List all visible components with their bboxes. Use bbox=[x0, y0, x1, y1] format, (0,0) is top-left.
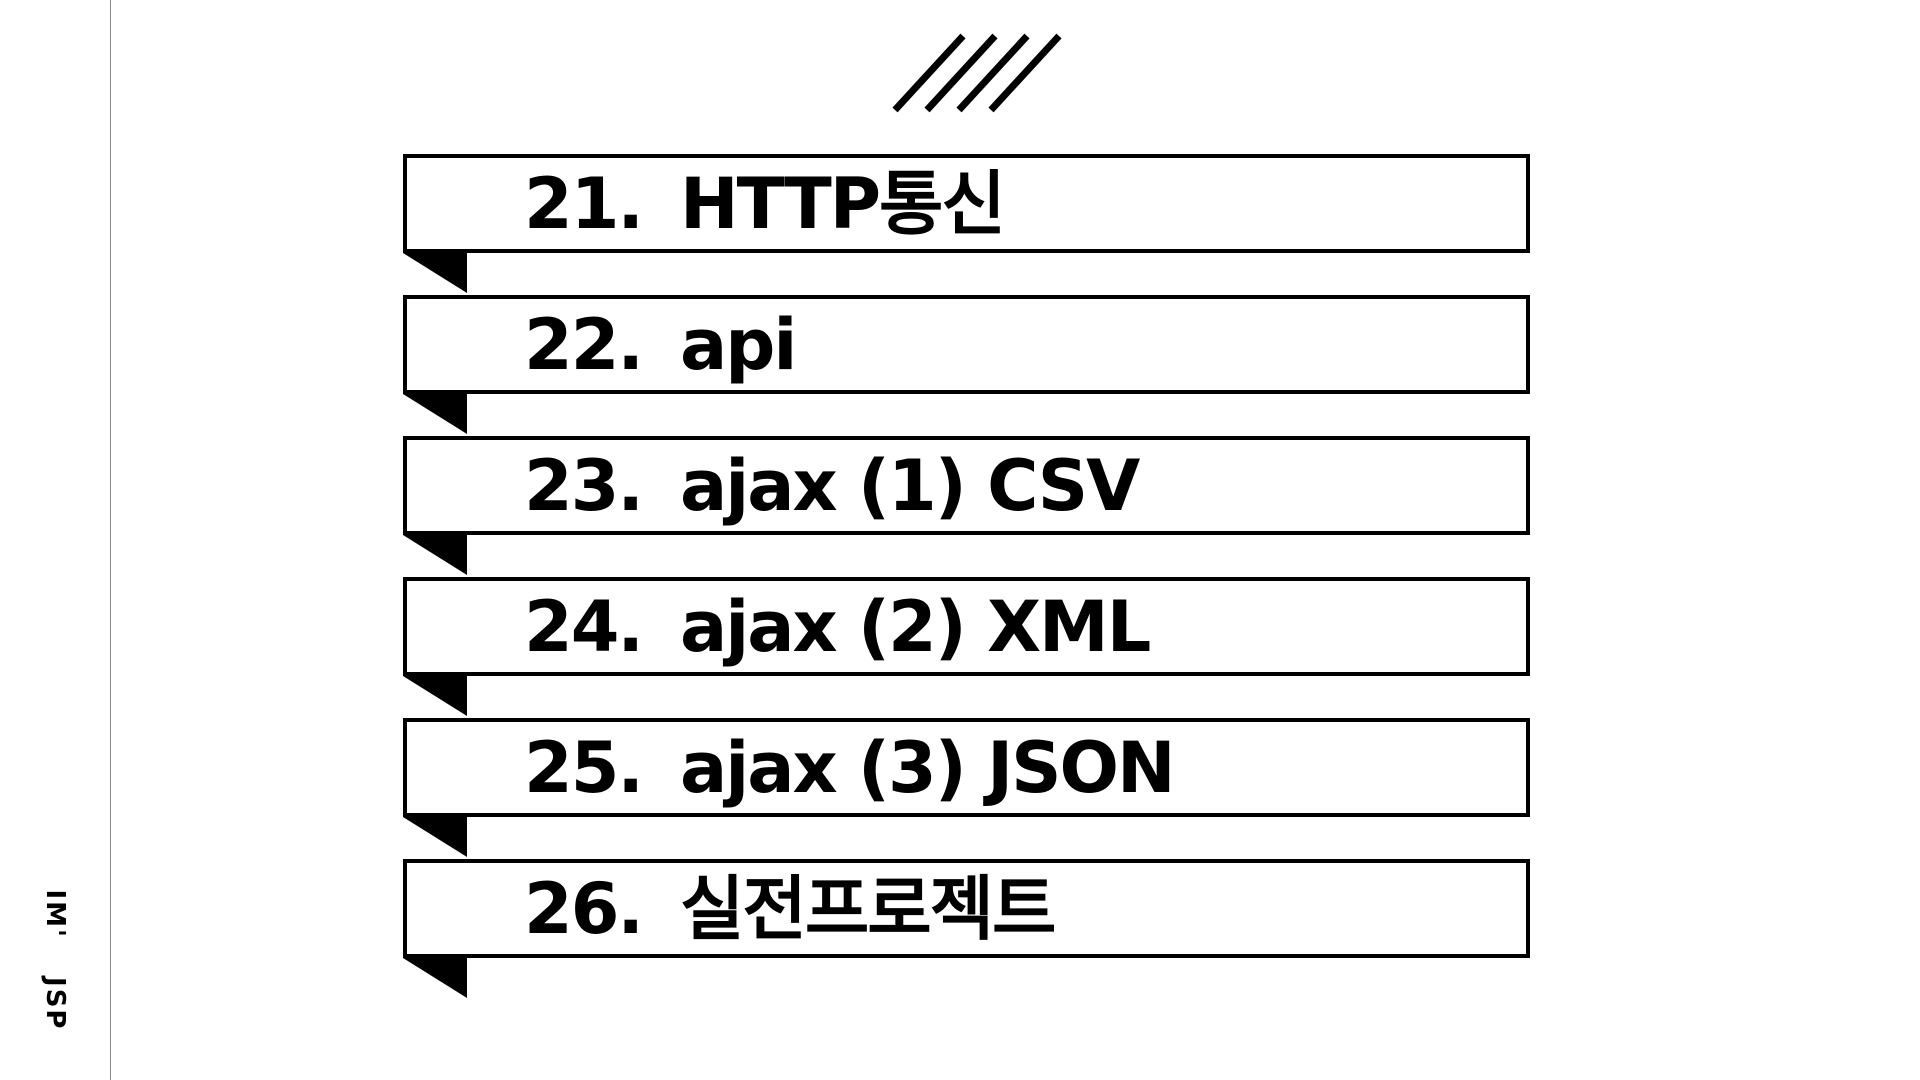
ribbon-fold bbox=[403, 676, 467, 716]
agenda-item-title: ajax (3) JSON bbox=[680, 726, 1176, 809]
agenda-item-text: 23. ajax (1) CSV bbox=[524, 444, 1140, 527]
agenda-item-22[interactable]: 22. api bbox=[403, 295, 1530, 434]
side-divider bbox=[110, 0, 111, 1080]
agenda-item-text: 26. 실전프로젝트 bbox=[524, 867, 1056, 950]
agenda-item-text: 25. ajax (3) JSON bbox=[524, 726, 1176, 809]
agenda-item-23[interactable]: 23. ajax (1) CSV bbox=[403, 436, 1530, 575]
ribbon-fold bbox=[403, 958, 467, 998]
agenda-item-text: 22. api bbox=[524, 303, 797, 386]
agenda-item-number: 24. bbox=[524, 585, 644, 668]
agenda-item-24[interactable]: 24. ajax (2) XML bbox=[403, 577, 1530, 716]
agenda-item-number: 25. bbox=[524, 726, 644, 809]
ribbon-fold bbox=[403, 817, 467, 857]
agenda-item-26[interactable]: 26. 실전프로젝트 bbox=[403, 859, 1530, 998]
agenda-item-title: ajax (1) CSV bbox=[680, 444, 1140, 527]
ribbon-fold bbox=[403, 394, 467, 434]
ribbon-fold bbox=[403, 535, 467, 575]
ribbon-fold bbox=[403, 253, 467, 293]
agenda-item-text: 24. ajax (2) XML bbox=[524, 585, 1151, 668]
agenda-item-number: 23. bbox=[524, 444, 644, 527]
agenda-item-21[interactable]: 21. HTTP통신 bbox=[403, 154, 1530, 293]
agenda-item-title: api bbox=[680, 303, 797, 386]
agenda-item-title: 실전프로젝트 bbox=[680, 867, 1056, 950]
agenda-item-number: 26. bbox=[524, 867, 644, 950]
agenda-item-number: 21. bbox=[524, 162, 644, 245]
slashes-icon bbox=[892, 33, 1062, 113]
agenda-item-25[interactable]: 25. ajax (3) JSON bbox=[403, 718, 1530, 857]
agenda-item-number: 22. bbox=[524, 303, 644, 386]
side-label-prefix: IM' bbox=[40, 889, 70, 940]
agenda-item-title: HTTP통신 bbox=[680, 162, 1006, 245]
side-label-course: JSP bbox=[40, 977, 70, 1031]
agenda-item-title: ajax (2) XML bbox=[680, 585, 1151, 668]
side-course-label: IM' JSP bbox=[40, 890, 70, 1031]
agenda-item-text: 21. HTTP통신 bbox=[524, 162, 1006, 245]
